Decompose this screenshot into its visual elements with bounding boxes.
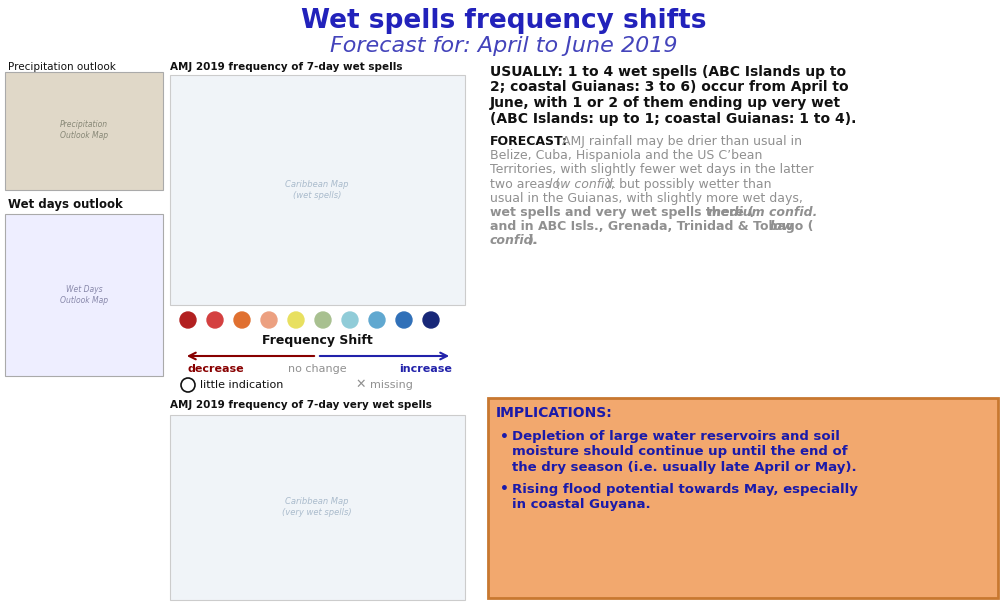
- Text: and in ABC Isls., Grenada, Trinidad & Tobago (: and in ABC Isls., Grenada, Trinidad & To…: [490, 220, 813, 233]
- Text: confid.: confid.: [490, 234, 538, 247]
- Text: •: •: [500, 430, 509, 444]
- Text: FORECAST:: FORECAST:: [490, 135, 568, 148]
- Text: Territories, with slightly fewer wet days in the latter: Territories, with slightly fewer wet day…: [490, 163, 813, 176]
- Text: Belize, Cuba, Hispaniola and the US C’bean: Belize, Cuba, Hispaniola and the US C’be…: [490, 149, 762, 162]
- Text: low: low: [770, 220, 794, 233]
- Text: Forecast for: April to June 2019: Forecast for: April to June 2019: [331, 36, 677, 56]
- Text: Wet Days
Outlook Map: Wet Days Outlook Map: [59, 285, 108, 305]
- Text: no change: no change: [287, 364, 347, 374]
- FancyBboxPatch shape: [488, 398, 998, 598]
- Text: USUALLY: 1 to 4 wet spells (ABC Islands up to: USUALLY: 1 to 4 wet spells (ABC Islands …: [490, 65, 846, 79]
- Circle shape: [234, 312, 250, 328]
- Text: Precipitation
Outlook Map: Precipitation Outlook Map: [59, 121, 108, 140]
- Text: 2; coastal Guianas: 3 to 6) occur from April to: 2; coastal Guianas: 3 to 6) occur from A…: [490, 81, 849, 94]
- Text: little indication: little indication: [200, 380, 283, 390]
- Circle shape: [207, 312, 223, 328]
- Text: the dry season (i.e. usually late April or May).: the dry season (i.e. usually late April …: [512, 461, 857, 474]
- Text: decrease: decrease: [188, 364, 245, 374]
- Text: Caribbean Map
(very wet spells): Caribbean Map (very wet spells): [282, 498, 352, 517]
- Text: Wet spells frequency shifts: Wet spells frequency shifts: [301, 8, 707, 34]
- Text: wet spells and very wet spells there (: wet spells and very wet spells there (: [490, 206, 754, 219]
- Text: Frequency Shift: Frequency Shift: [262, 334, 372, 347]
- Text: missing: missing: [370, 380, 413, 390]
- Circle shape: [314, 312, 331, 328]
- Circle shape: [288, 312, 304, 328]
- Circle shape: [261, 312, 277, 328]
- Circle shape: [369, 312, 385, 328]
- Text: low confid.: low confid.: [549, 177, 617, 190]
- Text: medium confid.: medium confid.: [708, 206, 817, 219]
- Circle shape: [181, 378, 195, 392]
- Text: ✕: ✕: [355, 378, 366, 391]
- Text: ); but possibly wetter than: ); but possibly wetter than: [606, 177, 771, 190]
- Text: Caribbean Map
(wet spells): Caribbean Map (wet spells): [285, 181, 349, 200]
- Text: IMPLICATIONS:: IMPLICATIONS:: [496, 406, 613, 420]
- Circle shape: [396, 312, 412, 328]
- Text: increase: increase: [399, 364, 452, 374]
- Text: Wet days outlook: Wet days outlook: [8, 198, 123, 211]
- Text: Precipitation outlook: Precipitation outlook: [8, 62, 116, 72]
- FancyBboxPatch shape: [170, 75, 465, 305]
- Text: Depletion of large water reservoirs and soil: Depletion of large water reservoirs and …: [512, 430, 840, 443]
- Text: AMJ 2019 frequency of 7-day very wet spells: AMJ 2019 frequency of 7-day very wet spe…: [170, 400, 431, 410]
- Text: usual in the Guianas, with slightly more wet days,: usual in the Guianas, with slightly more…: [490, 192, 803, 205]
- Text: in coastal Guyana.: in coastal Guyana.: [512, 498, 650, 511]
- Text: Rising flood potential towards May, especially: Rising flood potential towards May, espe…: [512, 482, 858, 496]
- Text: June, with 1 or 2 of them ending up very wet: June, with 1 or 2 of them ending up very…: [490, 96, 841, 110]
- Circle shape: [342, 312, 358, 328]
- Text: •: •: [500, 482, 509, 496]
- Circle shape: [423, 312, 439, 328]
- Text: AMJ 2019 frequency of 7-day wet spells: AMJ 2019 frequency of 7-day wet spells: [170, 62, 402, 72]
- Circle shape: [180, 312, 196, 328]
- Text: (ABC Islands: up to 1; coastal Guianas: 1 to 4).: (ABC Islands: up to 1; coastal Guianas: …: [490, 111, 857, 125]
- FancyBboxPatch shape: [170, 415, 465, 600]
- Text: ).: ).: [528, 234, 538, 247]
- FancyBboxPatch shape: [5, 214, 163, 376]
- FancyBboxPatch shape: [5, 72, 163, 190]
- Text: AMJ rainfall may be drier than usual in: AMJ rainfall may be drier than usual in: [558, 135, 802, 148]
- Text: two areas (: two areas (: [490, 177, 560, 190]
- Text: moisture should continue up until the end of: moisture should continue up until the en…: [512, 446, 848, 458]
